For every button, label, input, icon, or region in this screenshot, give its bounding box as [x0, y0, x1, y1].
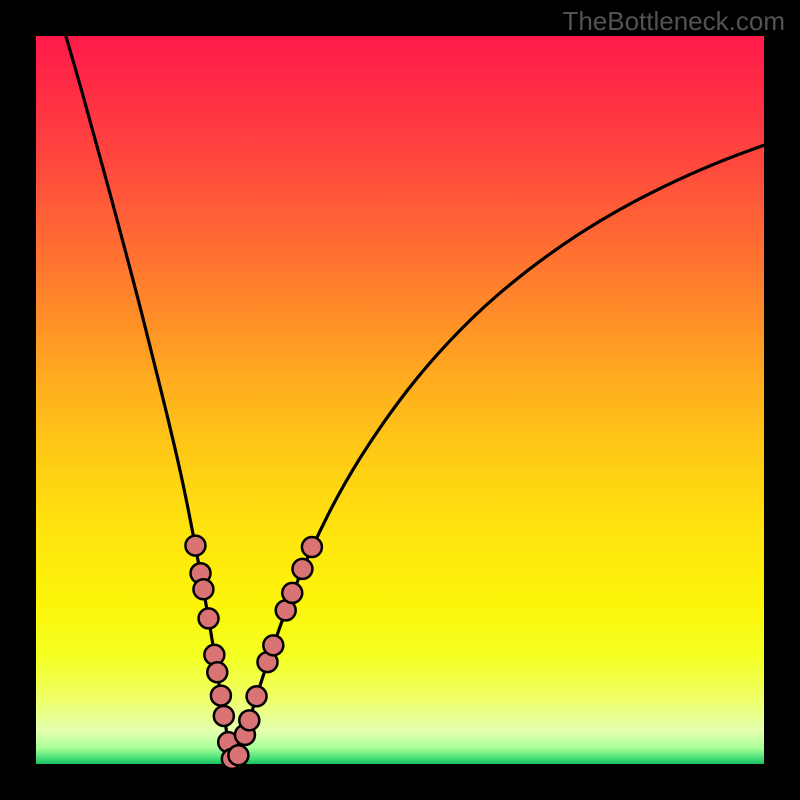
data-marker	[239, 710, 259, 730]
data-marker	[211, 686, 231, 706]
data-marker	[263, 635, 283, 655]
watermark-text: TheBottleneck.com	[562, 6, 785, 37]
data-marker	[214, 706, 234, 726]
plot-area	[36, 36, 764, 764]
data-marker	[247, 686, 267, 706]
data-marker	[282, 583, 302, 603]
data-marker	[185, 536, 205, 556]
data-marker	[302, 537, 322, 557]
data-marker	[228, 745, 248, 765]
data-marker	[199, 608, 219, 628]
curve-layer	[36, 36, 764, 764]
data-marker	[292, 559, 312, 579]
marker-group	[185, 536, 321, 769]
chart-root: TheBottleneck.com	[0, 0, 800, 800]
data-marker	[193, 579, 213, 599]
data-marker	[207, 662, 227, 682]
right-curve	[234, 145, 764, 762]
